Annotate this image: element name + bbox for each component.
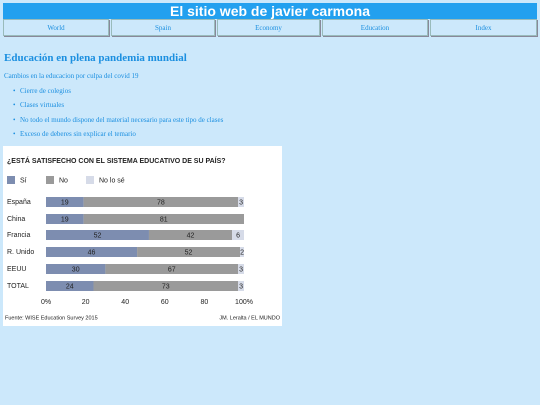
bar-segment bbox=[46, 197, 84, 207]
bar-segment bbox=[137, 247, 241, 257]
bar-segment bbox=[46, 281, 94, 291]
bar-segment bbox=[46, 230, 149, 240]
chart-credit: JM. Leralta / EL MUNDO bbox=[219, 315, 280, 321]
category-label: EEUU bbox=[7, 266, 26, 273]
data-label: 3 bbox=[239, 283, 243, 290]
bar-segment bbox=[93, 281, 239, 291]
nav-button[interactable]: Index bbox=[430, 19, 537, 36]
data-label: 30 bbox=[72, 266, 80, 273]
legend-swatch bbox=[46, 176, 54, 184]
data-label: 52 bbox=[94, 232, 102, 239]
list-item: Exceso de deberes sin explicar el temari… bbox=[13, 130, 136, 138]
data-label: 42 bbox=[187, 232, 195, 239]
data-label: 81 bbox=[160, 216, 168, 223]
bar-segment bbox=[238, 197, 244, 207]
data-label: 19 bbox=[61, 199, 69, 206]
data-label: 6 bbox=[236, 232, 240, 239]
article-heading: Educación en plena pandemia mundial bbox=[4, 52, 187, 64]
list-item: Clases virtuales bbox=[13, 101, 64, 109]
bar-segment bbox=[238, 281, 244, 291]
chart-title: ¿ESTÁ SATISFECHO CON EL SISTEMA EDUCATIV… bbox=[7, 156, 226, 165]
category-label: TOTAL bbox=[7, 283, 29, 290]
data-label: 67 bbox=[168, 266, 176, 273]
nav-button[interactable]: Spain bbox=[111, 19, 215, 36]
bar-segment bbox=[105, 264, 239, 274]
list-item: Cierre de colegios bbox=[13, 87, 71, 95]
legend-swatch bbox=[7, 176, 15, 184]
nav-button[interactable]: World bbox=[3, 19, 109, 36]
legend-label: No bbox=[59, 177, 68, 184]
x-tick-label: 80 bbox=[201, 299, 209, 306]
bar-segment bbox=[240, 247, 244, 257]
legend-label: Sí bbox=[20, 177, 27, 184]
data-label: 3 bbox=[239, 266, 243, 273]
chart: ¿ESTÁ SATISFECHO CON EL SISTEMA EDUCATIV… bbox=[3, 146, 282, 326]
x-tick-label: 100% bbox=[235, 299, 253, 306]
data-label: 73 bbox=[162, 283, 170, 290]
x-tick-label: 40 bbox=[121, 299, 129, 306]
bar-segment bbox=[46, 264, 106, 274]
article-intro: Cambios en la educacion por culpa del co… bbox=[4, 72, 139, 80]
legend-swatch bbox=[86, 176, 94, 184]
list-item: No todo el mundo dispone del material ne… bbox=[13, 116, 223, 124]
site-title: El sitio web de javier carmona bbox=[3, 3, 537, 19]
x-tick-label: 0% bbox=[41, 299, 51, 306]
x-tick-label: 60 bbox=[161, 299, 169, 306]
data-label: 2 bbox=[240, 249, 244, 256]
data-label: 24 bbox=[66, 283, 74, 290]
data-label: 3 bbox=[239, 199, 243, 206]
category-label: Francia bbox=[7, 232, 30, 239]
data-label: 78 bbox=[157, 199, 165, 206]
category-label: España bbox=[7, 199, 31, 206]
bar-segment bbox=[46, 214, 84, 224]
data-label: 46 bbox=[88, 249, 96, 256]
legend-label: No lo sé bbox=[99, 177, 125, 184]
data-label: 19 bbox=[61, 216, 69, 223]
bar-segment bbox=[238, 264, 244, 274]
chart-source: Fuente: WISE Education Survey 2015 bbox=[5, 315, 98, 321]
category-label: China bbox=[7, 216, 25, 223]
bar-segment bbox=[83, 214, 245, 224]
bar-segment bbox=[46, 247, 138, 257]
x-tick-label: 20 bbox=[82, 299, 90, 306]
bar-segment bbox=[232, 230, 244, 240]
category-label: R. Unido bbox=[7, 249, 34, 256]
data-label: 52 bbox=[185, 249, 193, 256]
nav-button[interactable]: Education bbox=[322, 19, 428, 36]
bar-segment bbox=[83, 197, 239, 207]
bar-segment bbox=[148, 230, 233, 240]
nav-button[interactable]: Economy bbox=[217, 19, 320, 36]
